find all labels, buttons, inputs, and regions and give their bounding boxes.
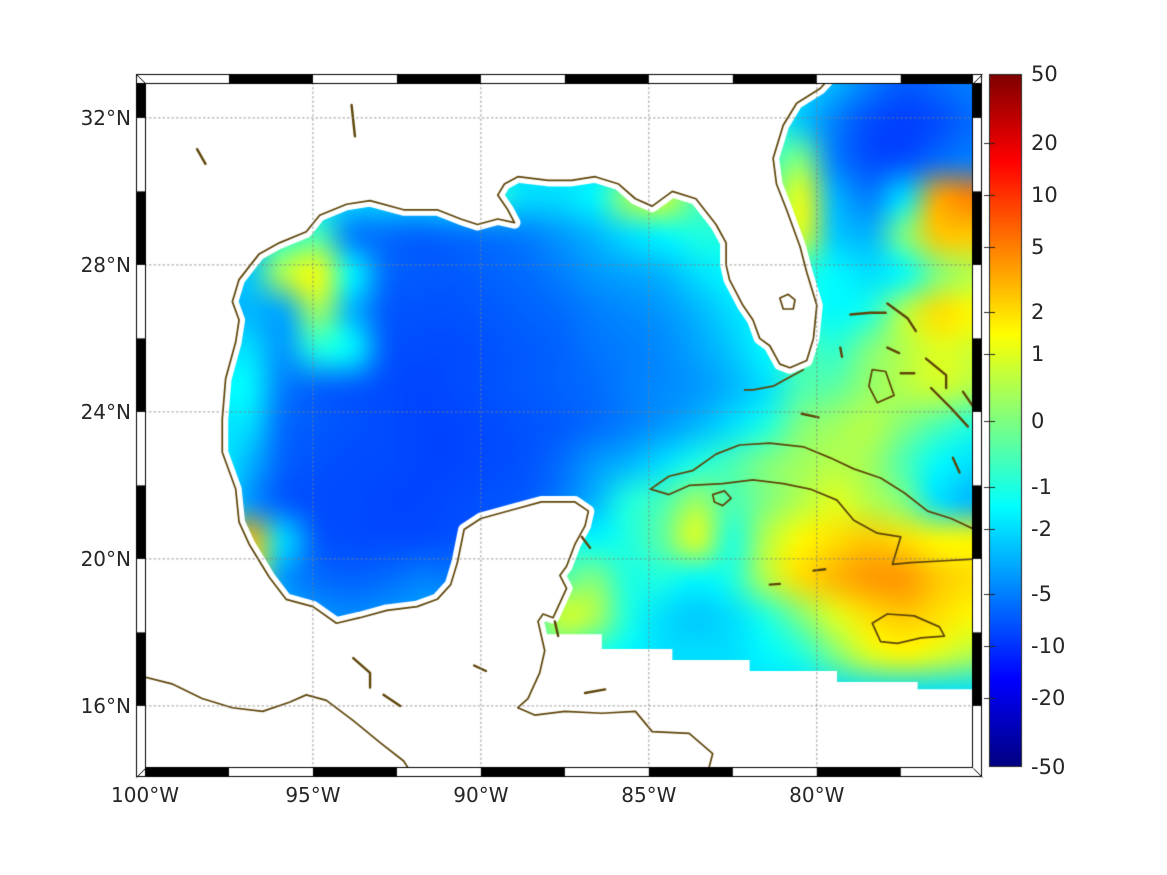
colorbar-tick-label: 20 — [1031, 130, 1058, 155]
colorbar-tick-label: 10 — [1031, 182, 1058, 207]
colorbar-tick-label: -1 — [1031, 474, 1052, 499]
y-tick-label: 20°N — [80, 546, 131, 571]
x-tick-label: 95°W — [285, 783, 341, 807]
y-tick-label: 16°N — [80, 693, 131, 718]
colorbar-tick-label: 0 — [1031, 408, 1045, 433]
colorbar-tick-label: -5 — [1031, 582, 1052, 607]
x-tick-label: 90°W — [453, 783, 509, 807]
colorbar-tick-label: -20 — [1031, 686, 1066, 711]
colorbar-tick-label: 1 — [1031, 342, 1045, 367]
x-tick-label: 85°W — [621, 783, 677, 807]
x-tick-label: 100°W — [111, 783, 179, 807]
y-tick-label: 32°N — [80, 105, 131, 130]
colorbar-tick-label: 2 — [1031, 299, 1045, 324]
colorbar-tick-label: -50 — [1031, 755, 1066, 779]
colorbar-tick-label: -2 — [1031, 517, 1052, 542]
x-tick-label: 80°W — [789, 783, 845, 807]
y-tick-label: 24°N — [80, 399, 131, 424]
colorbar-tick-label: -10 — [1031, 634, 1066, 659]
colorbar-tick-label: 5 — [1031, 234, 1045, 259]
colorbar-tick-label: 50 — [1031, 62, 1058, 86]
y-tick-label: 28°N — [80, 252, 131, 277]
